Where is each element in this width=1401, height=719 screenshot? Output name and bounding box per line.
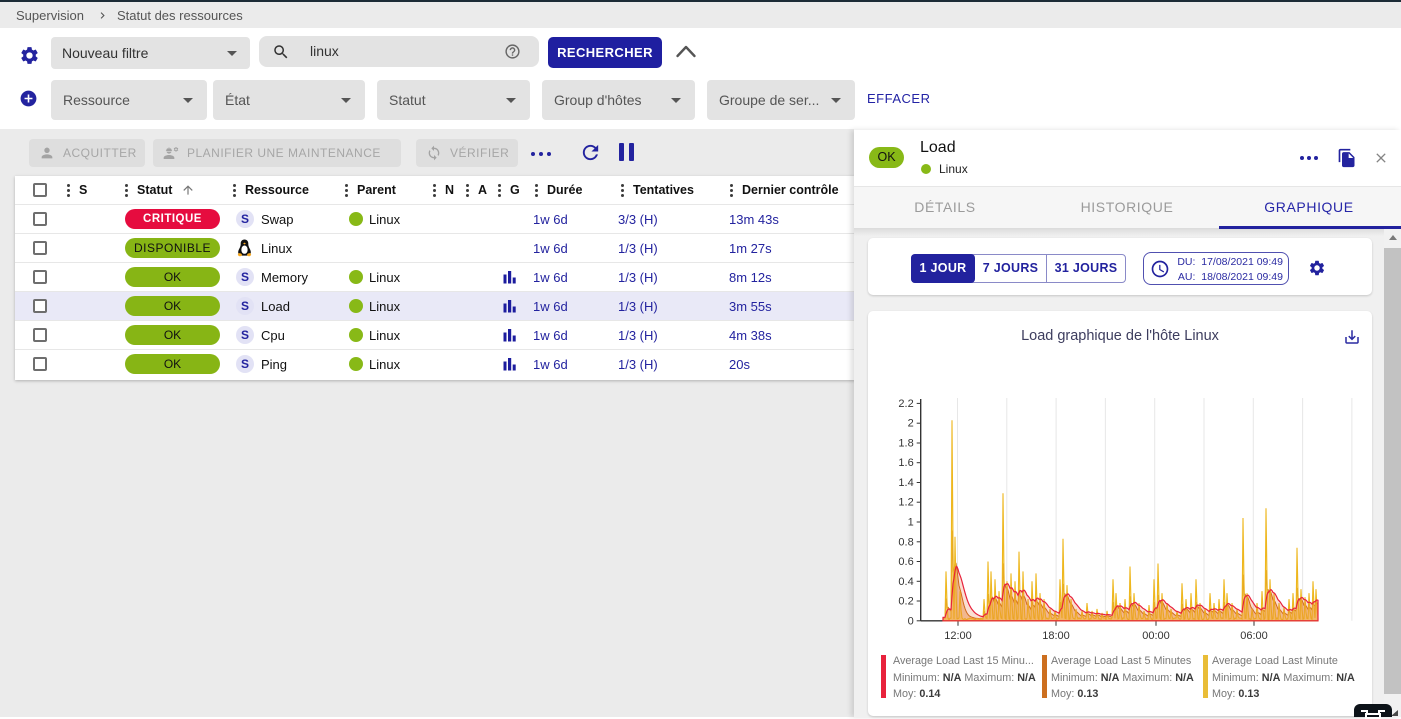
svg-text:0.6: 0.6 (898, 556, 913, 568)
svg-text:0.8: 0.8 (898, 536, 913, 548)
svg-text:12:00: 12:00 (944, 630, 972, 642)
svg-text:1: 1 (908, 517, 914, 529)
svg-text:0.2: 0.2 (898, 596, 913, 608)
svg-text:1.4: 1.4 (898, 477, 913, 489)
svg-text:06:00: 06:00 (1240, 630, 1268, 642)
svg-text:1.6: 1.6 (898, 457, 913, 469)
svg-text:0.4: 0.4 (898, 576, 913, 588)
svg-text:2.2: 2.2 (898, 398, 913, 410)
svg-text:18:00: 18:00 (1042, 630, 1070, 642)
svg-text:0: 0 (908, 615, 914, 627)
svg-text:1.2: 1.2 (898, 497, 913, 509)
svg-text:2: 2 (908, 418, 914, 430)
svg-text:00:00: 00:00 (1142, 630, 1170, 642)
svg-text:1.8: 1.8 (898, 438, 913, 450)
